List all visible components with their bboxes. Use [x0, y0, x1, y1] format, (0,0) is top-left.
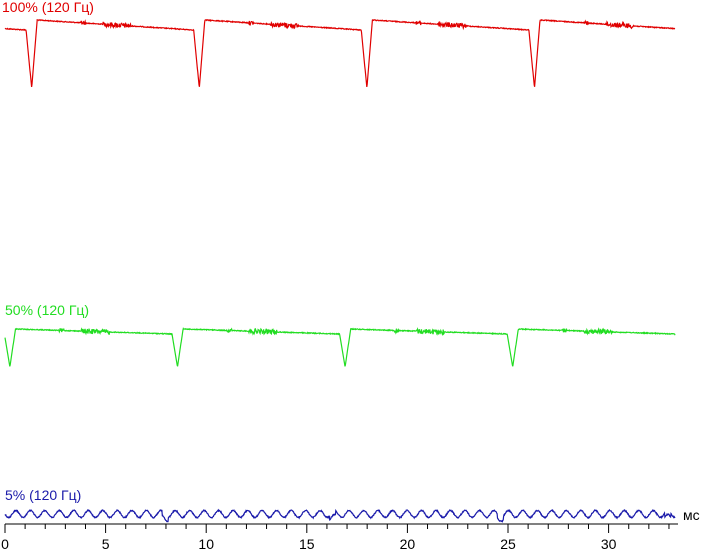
series-label-50: 50% (120 Гц) [5, 302, 89, 318]
legend-labels: 100% (120 Гц) 50% (120 Гц) 5% (120 Гц) [2, 0, 94, 503]
x-tick-label: 30 [601, 536, 617, 552]
x-tick-label: 25 [500, 536, 516, 552]
x-tick-label: 10 [198, 536, 214, 552]
x-axis: мс 0 5 10 15 20 25 30 [1, 507, 700, 552]
x-tick-label: 20 [400, 536, 416, 552]
series-line-2 [4, 508, 676, 523]
x-tick-label: 0 [1, 536, 9, 552]
x-tick-label: 15 [299, 536, 315, 552]
series-label-5: 5% (120 Гц) [5, 487, 81, 503]
x-tick-label: 5 [102, 536, 110, 552]
series-line-0 [4, 18, 676, 87]
x-axis-unit-label: мс [683, 507, 700, 523]
series-label-100: 100% (120 Гц) [2, 0, 94, 15]
series-layer [4, 18, 676, 523]
series-line-1 [4, 327, 676, 367]
